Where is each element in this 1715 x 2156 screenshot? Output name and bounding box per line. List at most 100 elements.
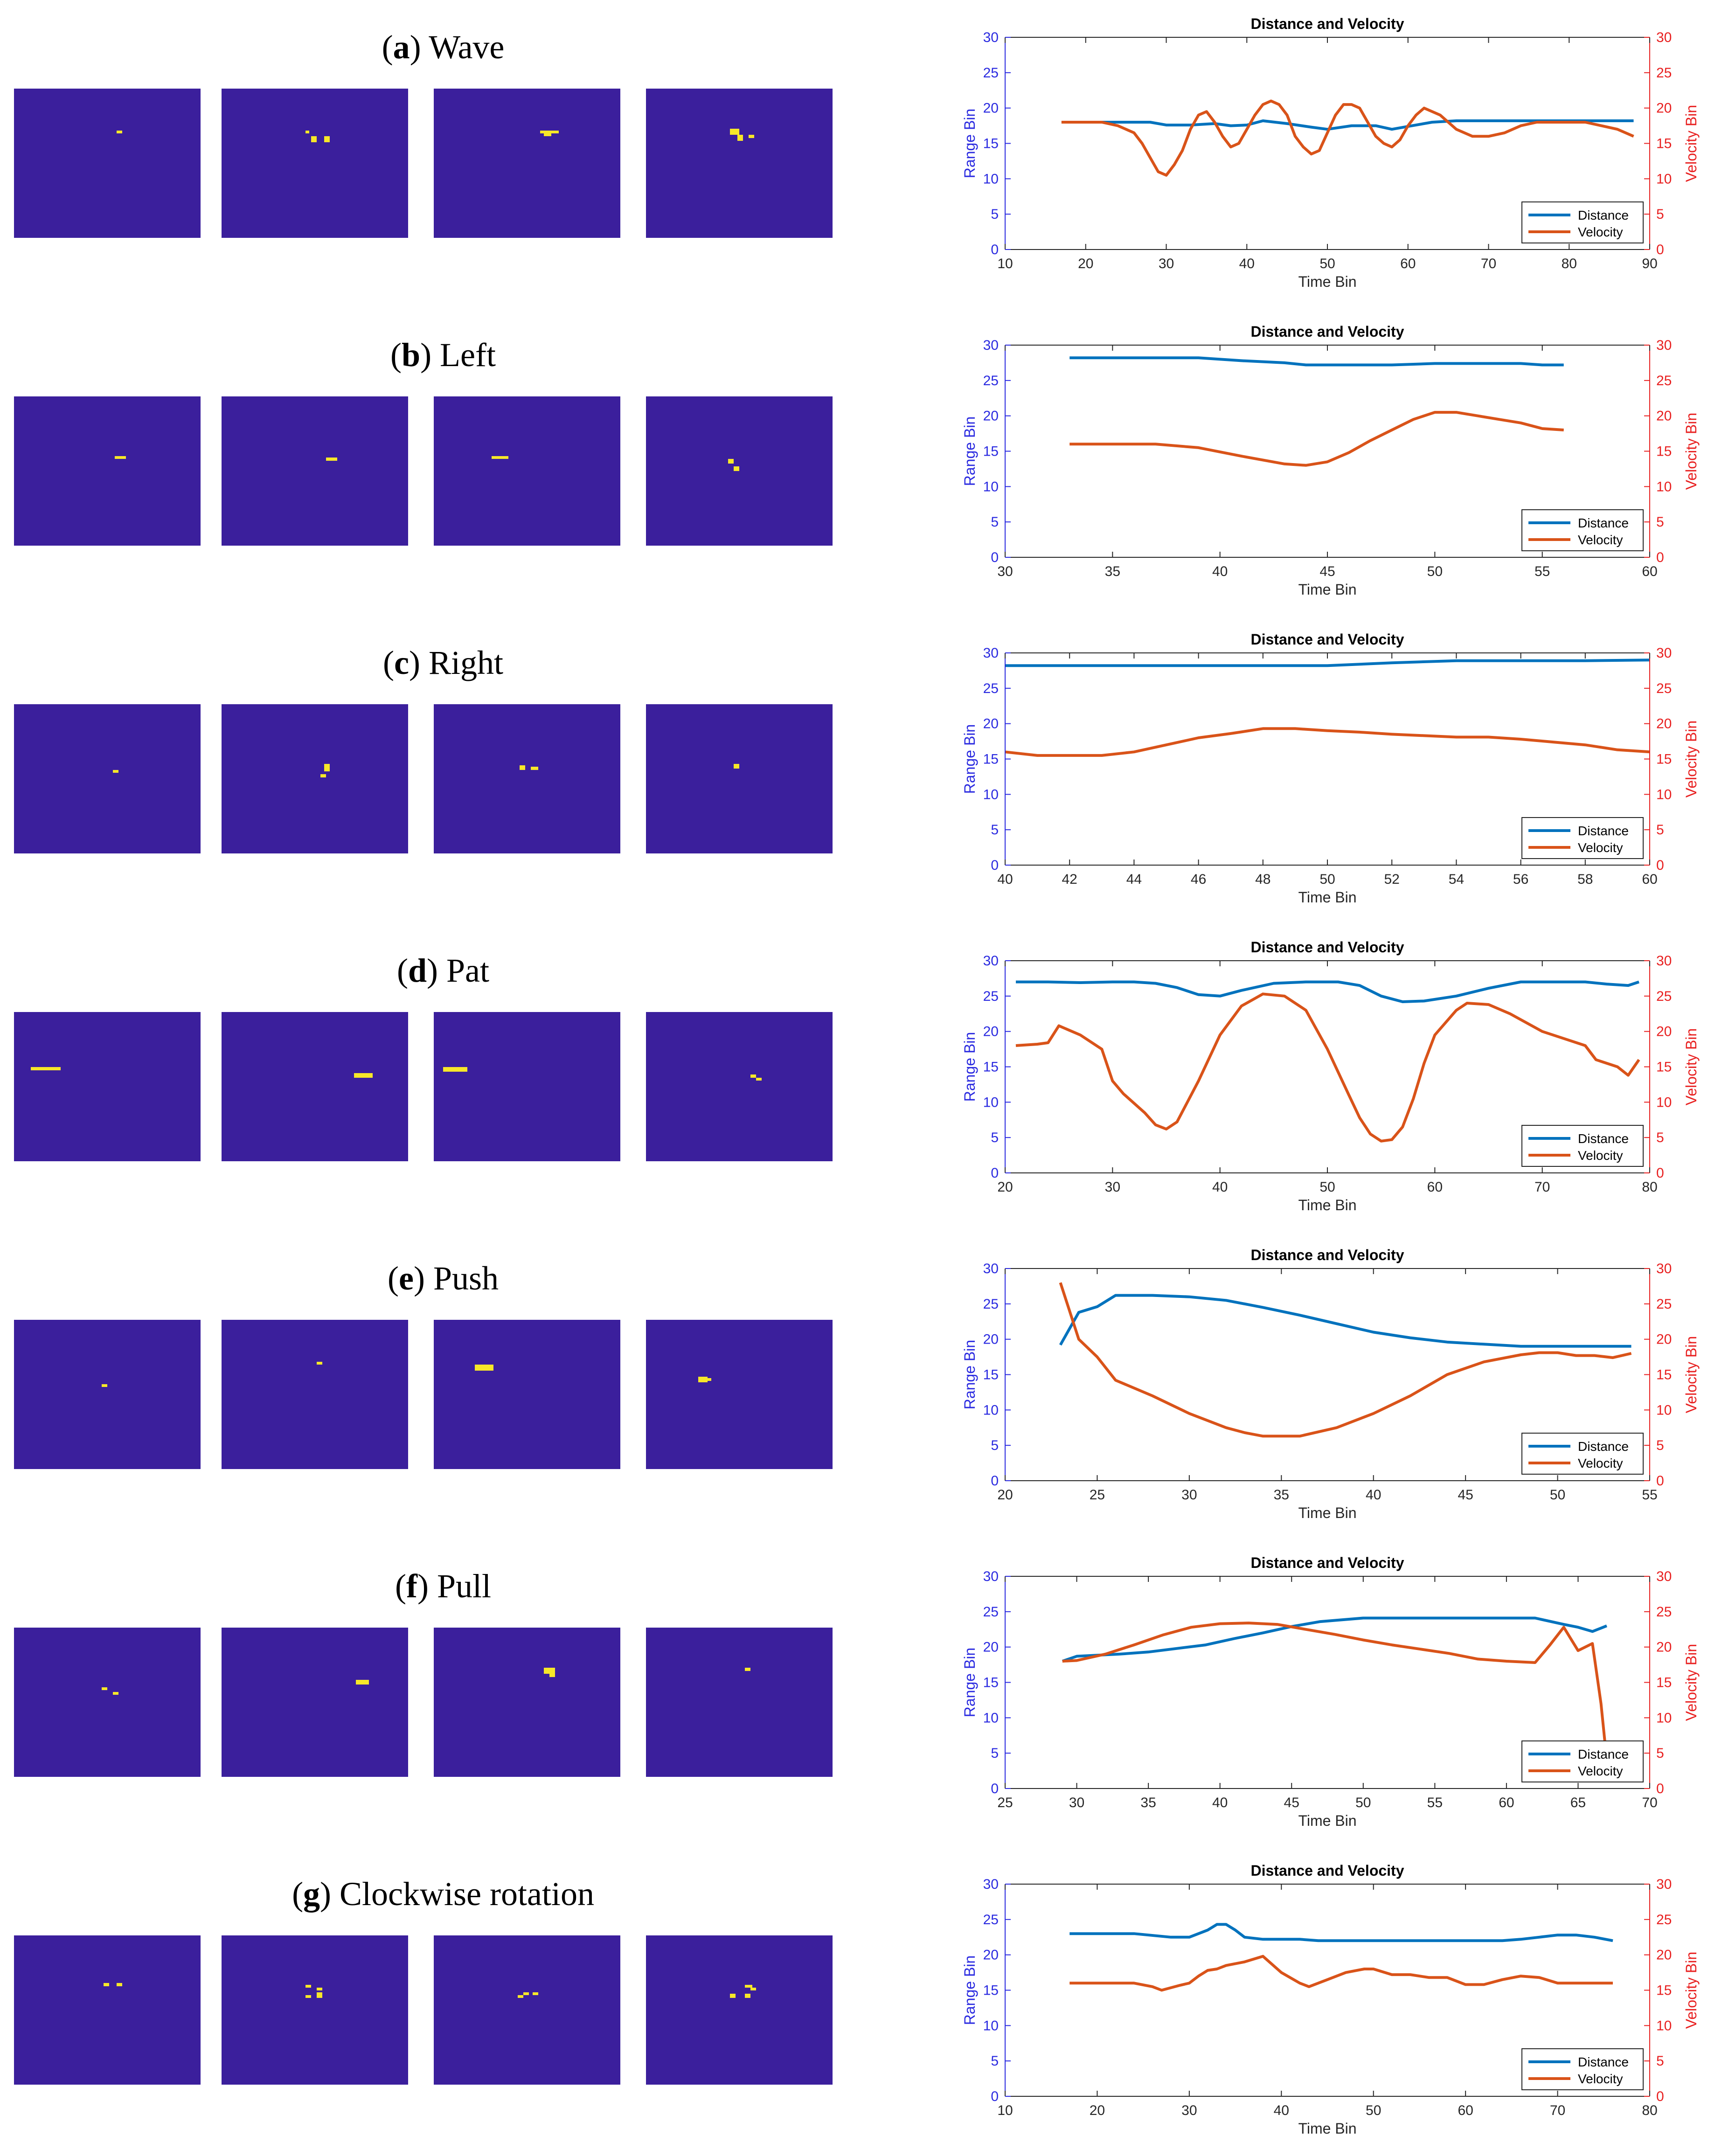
y-tick-label-left: 10: [983, 1402, 999, 1418]
y-axis-label-left: Range Bin: [961, 724, 978, 794]
x-tick-label: 60: [1642, 564, 1657, 579]
heatmap-group: [14, 1320, 835, 1469]
row-letter: b: [402, 336, 421, 374]
figure-row-a: (a) Wave Distance and Velocity 10 20 30 40 50 6…: [0, 0, 1715, 308]
y-tick-label-right: 20: [1656, 1948, 1672, 1963]
y-tick-label-right: 25: [1656, 1604, 1672, 1620]
legend-label-velocity: Velocity: [1578, 533, 1623, 547]
x-tick-label: 70: [1481, 256, 1496, 271]
legend: Distance Velocity: [1521, 509, 1644, 551]
x-tick-label: 50: [1427, 564, 1443, 579]
legend: Distance Velocity: [1521, 1125, 1644, 1167]
x-tick-label: 10: [997, 2103, 1013, 2118]
heatmap-mark: [306, 1995, 311, 1998]
heatmap-mark: [531, 767, 538, 770]
x-tick-label: 70: [1550, 2103, 1565, 2118]
heatmap-group: [14, 396, 835, 546]
row-title: (e) Push: [388, 1260, 499, 1297]
x-tick-label: 56: [1513, 872, 1528, 887]
x-axis-label: Time Bin: [1298, 1504, 1356, 1521]
x-tick-label: 40: [997, 872, 1013, 887]
y-tick-label-left: 25: [983, 373, 999, 388]
y-tick-label-right: 25: [1656, 373, 1672, 388]
y-tick-label-right: 0: [1656, 858, 1664, 873]
row-letter: c: [394, 644, 409, 681]
row-label: Push: [433, 1260, 499, 1297]
y-tick-label-left: 15: [983, 752, 999, 767]
x-tick-label: 50: [1355, 1795, 1371, 1810]
x-tick-label: 60: [1458, 2103, 1473, 2118]
y-tick-label-left: 5: [991, 2053, 999, 2069]
row-label: Clockwise rotation: [340, 1875, 594, 1913]
y-tick-label-right: 0: [1656, 1165, 1664, 1181]
heatmap-frame: [434, 1628, 620, 1777]
heatmap-frame: [14, 1935, 201, 2085]
heatmap-mark: [549, 1674, 555, 1677]
y-tick-label-left: 20: [983, 1948, 999, 1963]
y-tick-label-right: 10: [1656, 171, 1672, 187]
y-axis-label-right: Velocity Bin: [1683, 1644, 1700, 1721]
heatmap-mark: [730, 129, 739, 135]
x-tick-label: 40: [1212, 564, 1228, 579]
y-axis-label-right: Velocity Bin: [1683, 413, 1700, 490]
y-axis-label-left: Range Bin: [961, 1955, 978, 2025]
heatmap-mark: [317, 1992, 322, 1998]
heatmap-frame: [646, 1628, 833, 1777]
x-tick-label: 40: [1212, 1179, 1228, 1195]
heatmap-mark: [756, 1077, 762, 1081]
legend-box: [1521, 1740, 1644, 1782]
x-tick-label: 65: [1570, 1795, 1586, 1810]
row-letter: f: [406, 1567, 417, 1605]
series-line-distance: [1016, 980, 1639, 1003]
heatmap-frame: [434, 1320, 620, 1469]
chart-distance-velocity: Distance and Velocity 30 35 40 45 50 55 60 0 0 5 5 1…: [947, 308, 1715, 616]
heatmap-mark: [737, 135, 743, 141]
x-tick-label: 30: [1181, 2103, 1197, 2118]
chart-distance-velocity: Distance and Velocity 10 20 30 40 50 60 70 80 0 0 5…: [947, 1847, 1715, 2155]
y-tick-label-right: 20: [1656, 101, 1672, 116]
heatmap-mark: [115, 456, 126, 459]
x-tick-label: 40: [1274, 2103, 1289, 2118]
series-line-distance: [1062, 1616, 1608, 1663]
y-tick-label-right: 5: [1656, 1130, 1664, 1145]
y-tick-label-left: 20: [983, 409, 999, 424]
heatmap-group: [14, 89, 835, 238]
y-tick-label-left: 10: [983, 1095, 999, 1110]
x-tick-label: 25: [997, 1795, 1013, 1810]
y-tick-label-left: 15: [983, 1983, 999, 1998]
x-tick-label: 90: [1642, 256, 1657, 271]
figure-row-d: (d) Pat Distance and Velocity 20 30 40 50 60 70…: [0, 923, 1715, 1231]
heatmap-frame: [14, 396, 201, 546]
heatmap-group: [14, 1012, 835, 1161]
y-tick-label-left: 5: [991, 514, 999, 530]
row-letter: e: [398, 1260, 414, 1297]
heatmap-mark: [544, 1668, 555, 1674]
y-tick-label-left: 5: [991, 1130, 999, 1145]
y-axis-label-left: Range Bin: [961, 1648, 978, 1717]
figure-row-f: (f) Pull Distance and Velocity 25 30 35 40 45 5…: [0, 1539, 1715, 1847]
x-tick-label: 52: [1384, 872, 1400, 887]
legend-box: [1521, 1125, 1644, 1167]
series-line-velocity: [1061, 99, 1634, 177]
heatmap-mark: [311, 136, 317, 143]
x-tick-label: 30: [1181, 1487, 1197, 1503]
y-tick-label-right: 25: [1656, 989, 1672, 1004]
heatmap-mark: [117, 1983, 122, 1986]
y-tick-label-right: 20: [1656, 1024, 1672, 1040]
x-tick-label: 80: [1642, 1179, 1657, 1195]
y-tick-label-right: 30: [1656, 1569, 1672, 1584]
y-tick-label-right: 25: [1656, 1296, 1672, 1312]
y-tick-label-right: 5: [1656, 514, 1664, 530]
legend-label-velocity: Velocity: [1578, 1456, 1623, 1470]
y-tick-label-right: 0: [1656, 2089, 1664, 2104]
x-tick-label: 30: [1105, 1179, 1120, 1195]
x-axis-label: Time Bin: [1298, 1197, 1356, 1213]
heatmap-mark: [324, 136, 330, 143]
heatmap-mark: [523, 1992, 529, 1995]
heatmap-mark: [734, 466, 739, 471]
chart-title: Distance and Velocity: [1250, 15, 1404, 32]
heatmap-mark: [520, 765, 525, 770]
heatmap-frame: [646, 1320, 833, 1469]
